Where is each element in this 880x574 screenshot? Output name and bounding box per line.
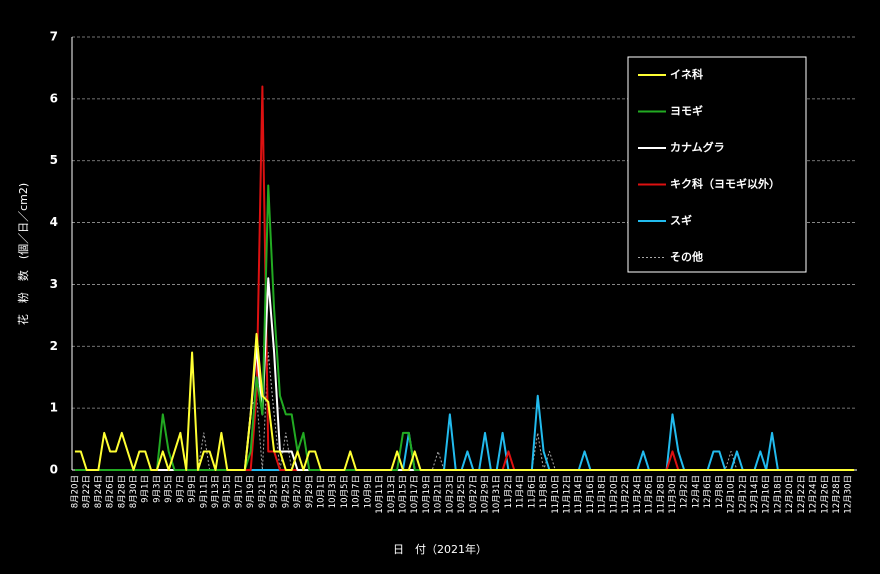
x-tick-label: 10月27日 [469,475,479,514]
x-tick-label: 12月22日 [797,475,807,514]
legend-label: その他 [670,250,703,264]
x-tick-label: 11月12日 [563,475,573,514]
legend-label: カナムグラ [670,140,725,154]
x-tick-label: 12月2日 [680,475,690,508]
x-tick-label: 11月18日 [598,475,608,514]
x-tick-label: 10月3日 [328,475,338,508]
x-tick-label: 11月28日 [656,475,666,514]
y-tick-label: 1 [50,401,58,415]
x-tick-label: 11月22日 [621,475,631,514]
x-tick-label: 10月19日 [422,475,432,514]
x-tick-label: 11月26日 [645,475,655,514]
x-tick-label: 11月14日 [574,475,584,514]
x-tick-label: 8月24日 [94,475,104,508]
x-tick-label: 12月26日 [820,475,830,514]
x-tick-label: 12月28日 [832,475,842,514]
x-tick-label: 11月30日 [668,475,678,514]
x-tick-label: 9月1日 [141,475,151,503]
x-tick-label: 8月28日 [117,475,127,508]
x-tick-label: 12月24日 [809,475,819,514]
x-tick-label: 11月20日 [609,475,619,514]
x-tick-label: 9月13日 [211,475,221,508]
x-tick-label: 10月23日 [445,475,455,514]
x-tick-label: 10月29日 [481,475,491,514]
x-tick-label: 12月8日 [715,475,725,508]
y-tick-label: 5 [50,153,58,167]
x-tick-label: 10月1日 [316,475,326,508]
x-tick-label: 8月26日 [106,475,116,508]
x-tick-label: 12月16日 [762,475,772,514]
x-tick-label: 10月15日 [398,475,408,514]
x-tick-label: 10月13日 [387,475,397,514]
x-tick-label: 9月21日 [258,475,268,508]
legend-label: ヨモギ [670,104,703,118]
x-tick-label: 9月25日 [281,475,291,508]
x-tick-label: 10月17日 [410,475,420,514]
x-tick-label: 10月7日 [352,475,362,508]
x-tick-label: 9月23日 [270,475,280,508]
x-tick-label: 12月20日 [785,475,795,514]
x-tick-label: 11月8日 [539,475,549,508]
x-tick-label: 11月6日 [527,475,537,508]
x-tick-label: 12月18日 [773,475,783,514]
x-tick-label: 10月5日 [340,475,350,508]
x-tick-label: 12月14日 [750,475,760,514]
y-tick-label: 0 [50,463,58,477]
x-tick-label: 9月5日 [164,475,174,503]
x-tick-label: 9月19日 [246,475,256,508]
legend-label: キク科（ヨモギ以外） [670,177,780,191]
x-tick-label: 10月25日 [457,475,467,514]
x-tick-label: 11月24日 [633,475,643,514]
x-tick-label: 9月29日 [305,475,315,508]
x-tick-label: 11月2日 [504,475,514,508]
x-tick-label: 11月10日 [551,475,561,514]
x-tick-label: 10月9日 [363,475,373,508]
x-tick-label: 11月16日 [586,475,596,514]
x-tick-label: 10月21日 [434,475,444,514]
x-tick-label: 9月17日 [234,475,244,508]
x-tick-label: 12月4日 [691,475,701,508]
x-tick-label: 9月11日 [199,475,209,508]
x-tick-label: 11月4日 [516,475,526,508]
x-tick-label: 9月7日 [176,475,186,503]
x-tick-label: 8月20日 [70,475,80,508]
x-tick-label: 9月9日 [188,475,198,503]
y-tick-label: 3 [50,277,58,291]
legend-label: スギ [670,213,692,227]
x-tick-label: 8月30日 [129,475,139,508]
x-tick-label: 12月6日 [703,475,713,508]
legend-label: イネ科 [670,67,703,81]
x-tick-label: 9月3日 [152,475,162,503]
y-tick-label: 2 [50,339,58,353]
y-tick-label: 7 [50,30,58,44]
x-tick-label: 10月31日 [492,475,502,514]
x-tick-label: 12月30日 [844,475,854,514]
x-tick-label: 8月22日 [82,475,92,508]
x-tick-label: 10月11日 [375,475,385,514]
x-tick-label: 12月10日 [727,475,737,514]
y-axis-label: 花 粉 数 (個／日／cm2) [17,183,30,325]
x-axis-label: 日 付（2021年） [393,542,487,556]
y-tick-label: 4 [50,215,58,229]
x-tick-label: 9月27日 [293,475,303,508]
x-tick-label: 12月12日 [738,475,748,514]
x-tick-label: 9月15日 [223,475,233,508]
legend-box [627,56,807,273]
series-line [74,332,855,471]
y-tick-label: 6 [50,91,58,105]
